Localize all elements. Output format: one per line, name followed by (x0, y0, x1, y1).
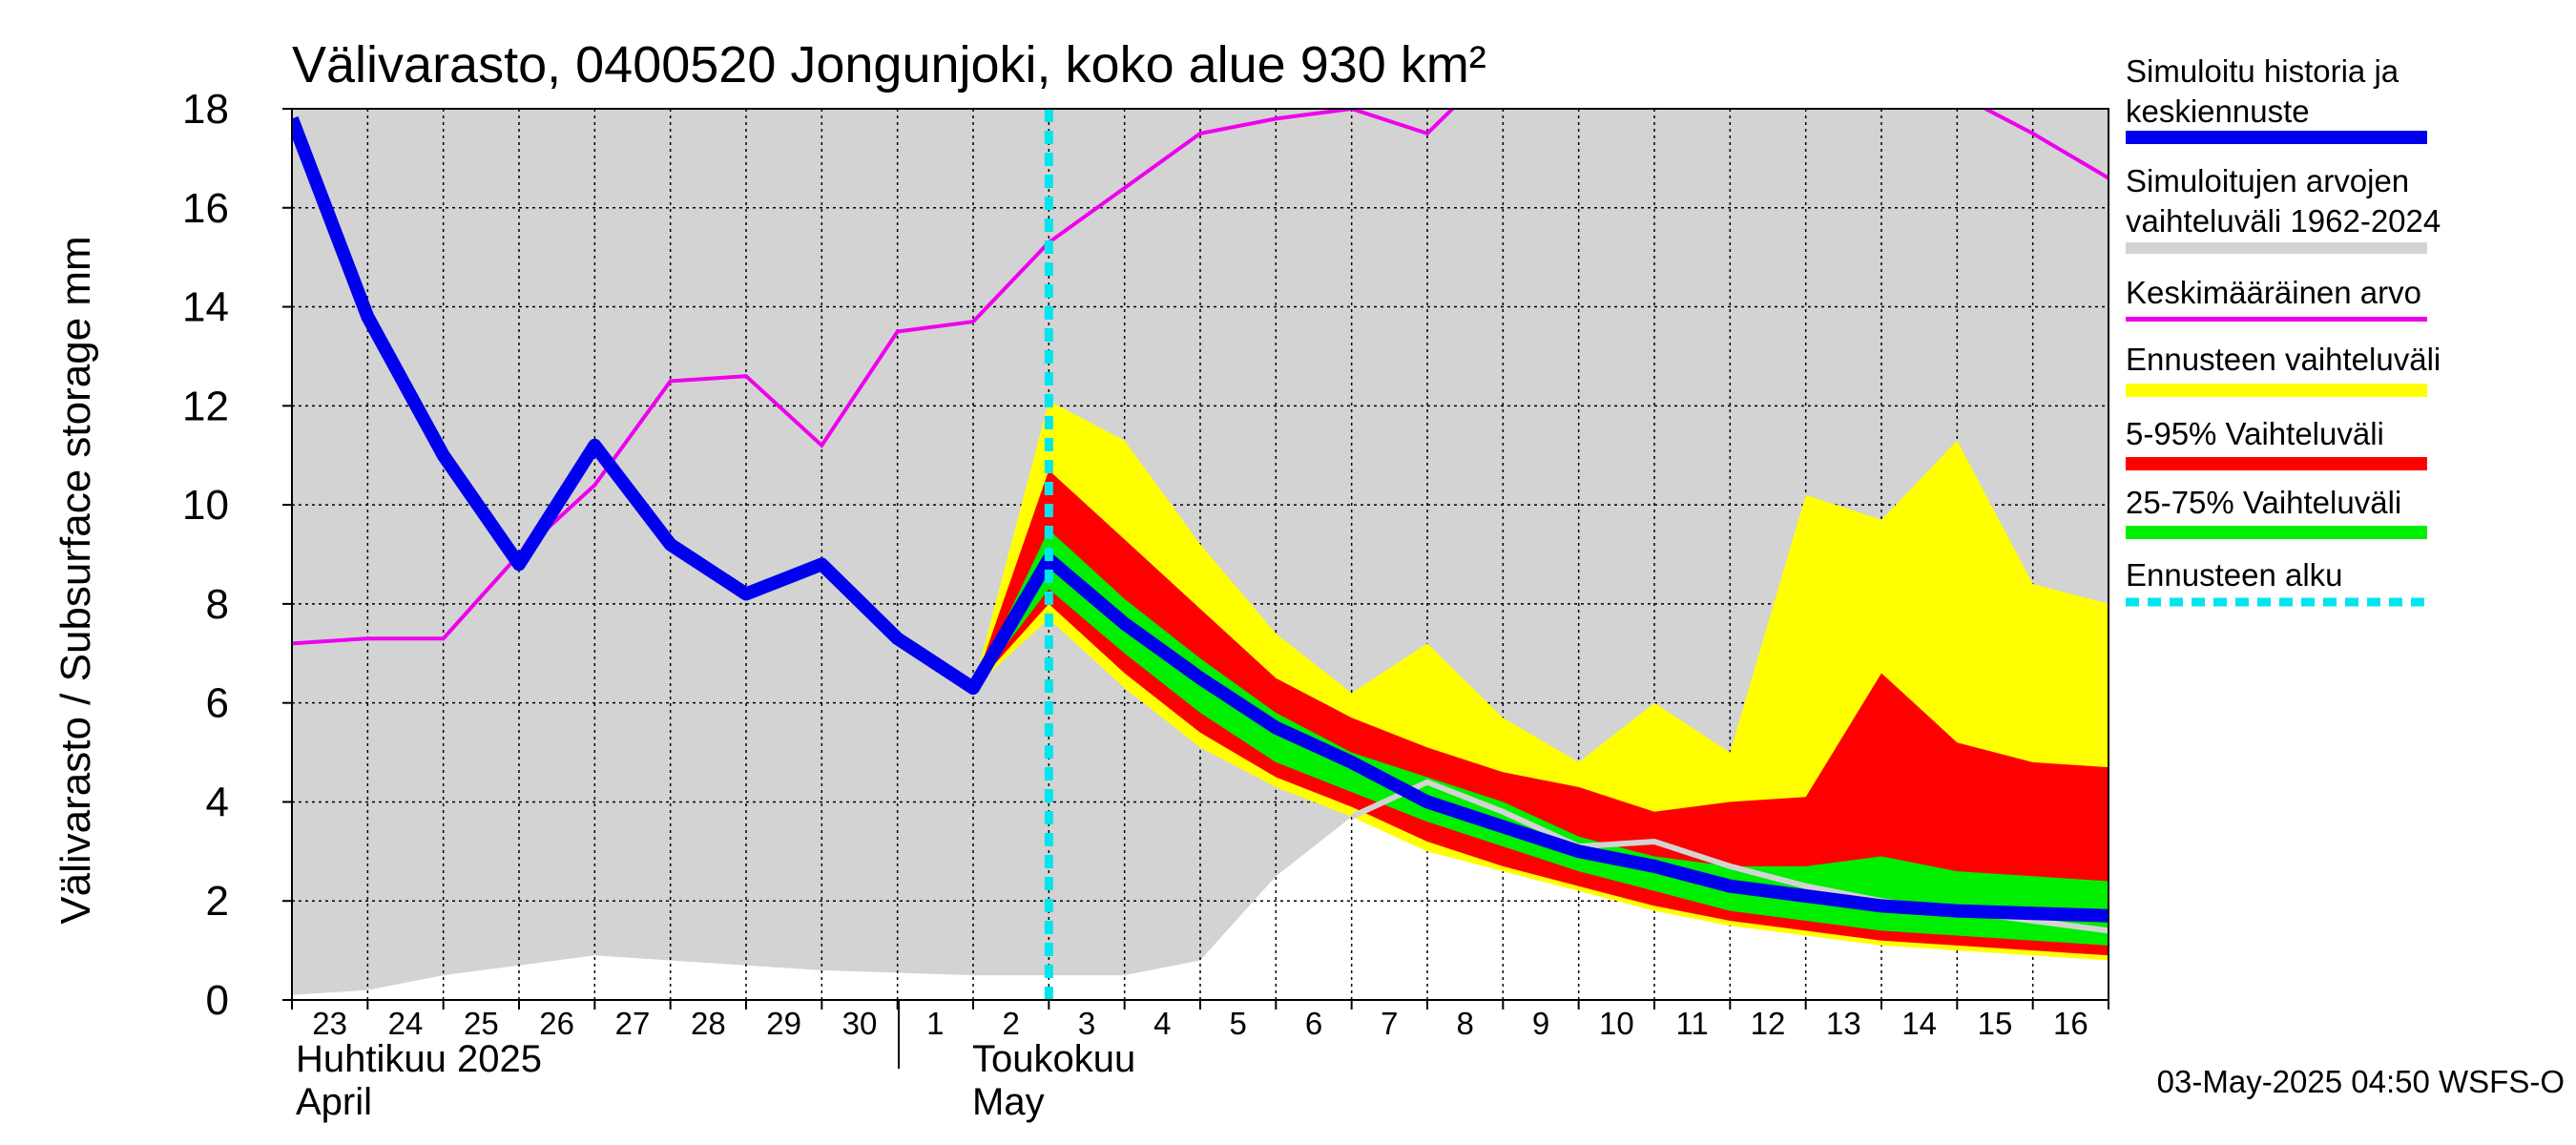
legend-label-p5-95: 5-95% Vaihteluväli (2126, 416, 2384, 451)
y-tick-label: 10 (182, 482, 229, 529)
x-tick-label: 30 (842, 1006, 878, 1041)
x-tick-label: 9 (1532, 1006, 1549, 1041)
x-tick-label: 25 (464, 1006, 499, 1041)
y-axis-ticks: 0 2 4 6 8 10 12 14 16 18 (182, 86, 292, 1024)
x-tick-label: 11 (1676, 1006, 1709, 1041)
average-value-line (292, 109, 2109, 646)
x-axis-ticks: 23 24 25 26 27 28 29 30 1 2 3 4 5 6 7 8 9 10 11 12 13 14 15 16 (291, 1000, 2109, 1041)
legend-swatch-hist-range (2126, 242, 2427, 254)
month-label-april-fi: Huhtikuu 2025 (296, 1038, 542, 1080)
legend-swatch-p5-95 (2126, 457, 2427, 470)
y-tick-label: 8 (206, 581, 229, 628)
legend-label-average: Keskimääräinen arvo (2126, 275, 2421, 310)
legend-label-hist-range-1: Simuloitujen arvojen (2126, 163, 2409, 198)
x-tick-label: 14 (1901, 1006, 1937, 1041)
x-tick-label: 4 (1153, 1006, 1171, 1041)
legend-label-forecast-range: Ennusteen vaihteluväli (2126, 342, 2441, 377)
legend-swatch-forecast-range (2126, 384, 2427, 397)
y-tick-label: 0 (206, 977, 229, 1024)
x-tick-label: 15 (1978, 1006, 2013, 1041)
chart-title: Välivarasto, 0400520 Jongunjoki, koko al… (292, 36, 1486, 94)
y-tick-label: 14 (182, 284, 229, 331)
y-tick-label: 12 (182, 383, 229, 429)
y-tick-label: 6 (206, 680, 229, 727)
x-tick-label: 8 (1456, 1006, 1473, 1041)
y-tick-label: 2 (206, 878, 229, 925)
p5-95-range-area (973, 469, 2109, 956)
x-tick-label: 26 (539, 1006, 574, 1041)
legend-swatch-simulated (2126, 131, 2427, 144)
p25-75-range-area (973, 530, 2109, 946)
legend-label-simulated-1: Simuloitu historia ja (2126, 53, 2399, 89)
x-tick-label: 10 (1599, 1006, 1634, 1041)
x-tick-label: 12 (1751, 1006, 1786, 1041)
x-tick-label: 24 (388, 1006, 424, 1041)
x-tick-label: 29 (766, 1006, 801, 1041)
y-tick-label: 16 (182, 185, 229, 232)
y-tick-label: 18 (182, 86, 229, 133)
x-tick-label: 28 (691, 1006, 726, 1041)
y-tick-label: 4 (206, 779, 229, 825)
legend-swatch-p25-75 (2126, 526, 2427, 539)
x-tick-label: 6 (1305, 1006, 1322, 1041)
legend-label-simulated-2: keskiennuste (2126, 94, 2310, 129)
x-tick-label: 5 (1229, 1006, 1246, 1041)
x-tick-label: 1 (926, 1006, 944, 1041)
legend-label-p25-75: 25-75% Vaihteluväli (2126, 485, 2401, 520)
month-label-may-en: May (972, 1081, 1045, 1123)
x-tick-label: 3 (1078, 1006, 1095, 1041)
x-tick-label: 23 (312, 1006, 347, 1041)
legend-label-forecast-start: Ennusteen alku (2126, 557, 2343, 593)
timestamp: 03-May-2025 04:50 WSFS-O (2157, 1064, 2565, 1099)
simulated-history-line (292, 115, 2109, 923)
x-tick-label: 13 (1826, 1006, 1861, 1041)
month-label-may-fi: Toukokuu (972, 1038, 1135, 1080)
month-label-april-en: April (296, 1081, 372, 1123)
legend: Simuloitu historia ja keskiennuste Simul… (2126, 53, 2441, 607)
legend-swatch-average (2126, 317, 2427, 322)
x-tick-label: 2 (1002, 1006, 1019, 1041)
y-axis-label: Välivarasto / Subsurface storage mm (52, 236, 99, 924)
x-tick-label: 7 (1381, 1006, 1398, 1041)
legend-label-hist-range-2: vaihteluväli 1962-2024 (2126, 203, 2441, 239)
x-tick-label: 16 (2053, 1006, 2088, 1041)
x-tick-label: 27 (615, 1006, 651, 1041)
